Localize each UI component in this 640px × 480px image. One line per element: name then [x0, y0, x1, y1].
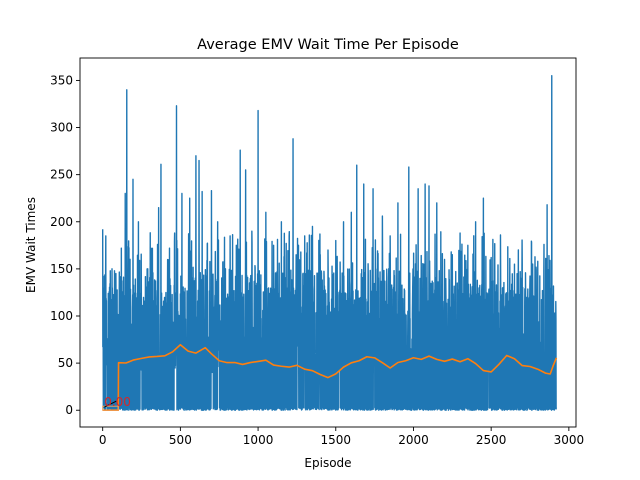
y-tick-label: 100: [50, 309, 73, 323]
x-tick-label: 2500: [476, 433, 507, 447]
x-tick-label: 0: [99, 433, 107, 447]
raw-wait-time-line: [101, 75, 557, 411]
y-axis-label: EMV Wait Times: [24, 197, 38, 293]
axes-frame: [79, 57, 577, 428]
plot-area: [101, 75, 558, 412]
annotation-box: [102, 405, 119, 411]
y-tick-label: 0: [65, 403, 73, 417]
chart-title: Average EMV Wait Time Per Episode: [197, 37, 459, 53]
x-tick-label: 2000: [398, 433, 429, 447]
y-tick-label: 150: [50, 262, 73, 276]
x-tick-label: 500: [169, 433, 192, 447]
x-axis-label: Episode: [304, 456, 351, 470]
annotation-label: 0.00: [104, 395, 131, 409]
y-tick-label: 300: [50, 121, 73, 135]
annotation-arrow: [104, 400, 117, 408]
axes: 0.00 0 500 1000 1500 2000 2500 3000 0 50 100 150 200…: [50, 57, 585, 447]
x-tick-label: 1000: [243, 433, 274, 447]
y-tick-label: 350: [50, 73, 73, 87]
y-tick-label: 50: [58, 356, 73, 370]
x-tick-label: 1500: [320, 433, 351, 447]
y-tick-label: 250: [50, 168, 73, 182]
average-wait-time-line: [102, 343, 558, 412]
x-tick-label: 3000: [554, 433, 585, 447]
y-tick-label: 200: [50, 215, 73, 229]
